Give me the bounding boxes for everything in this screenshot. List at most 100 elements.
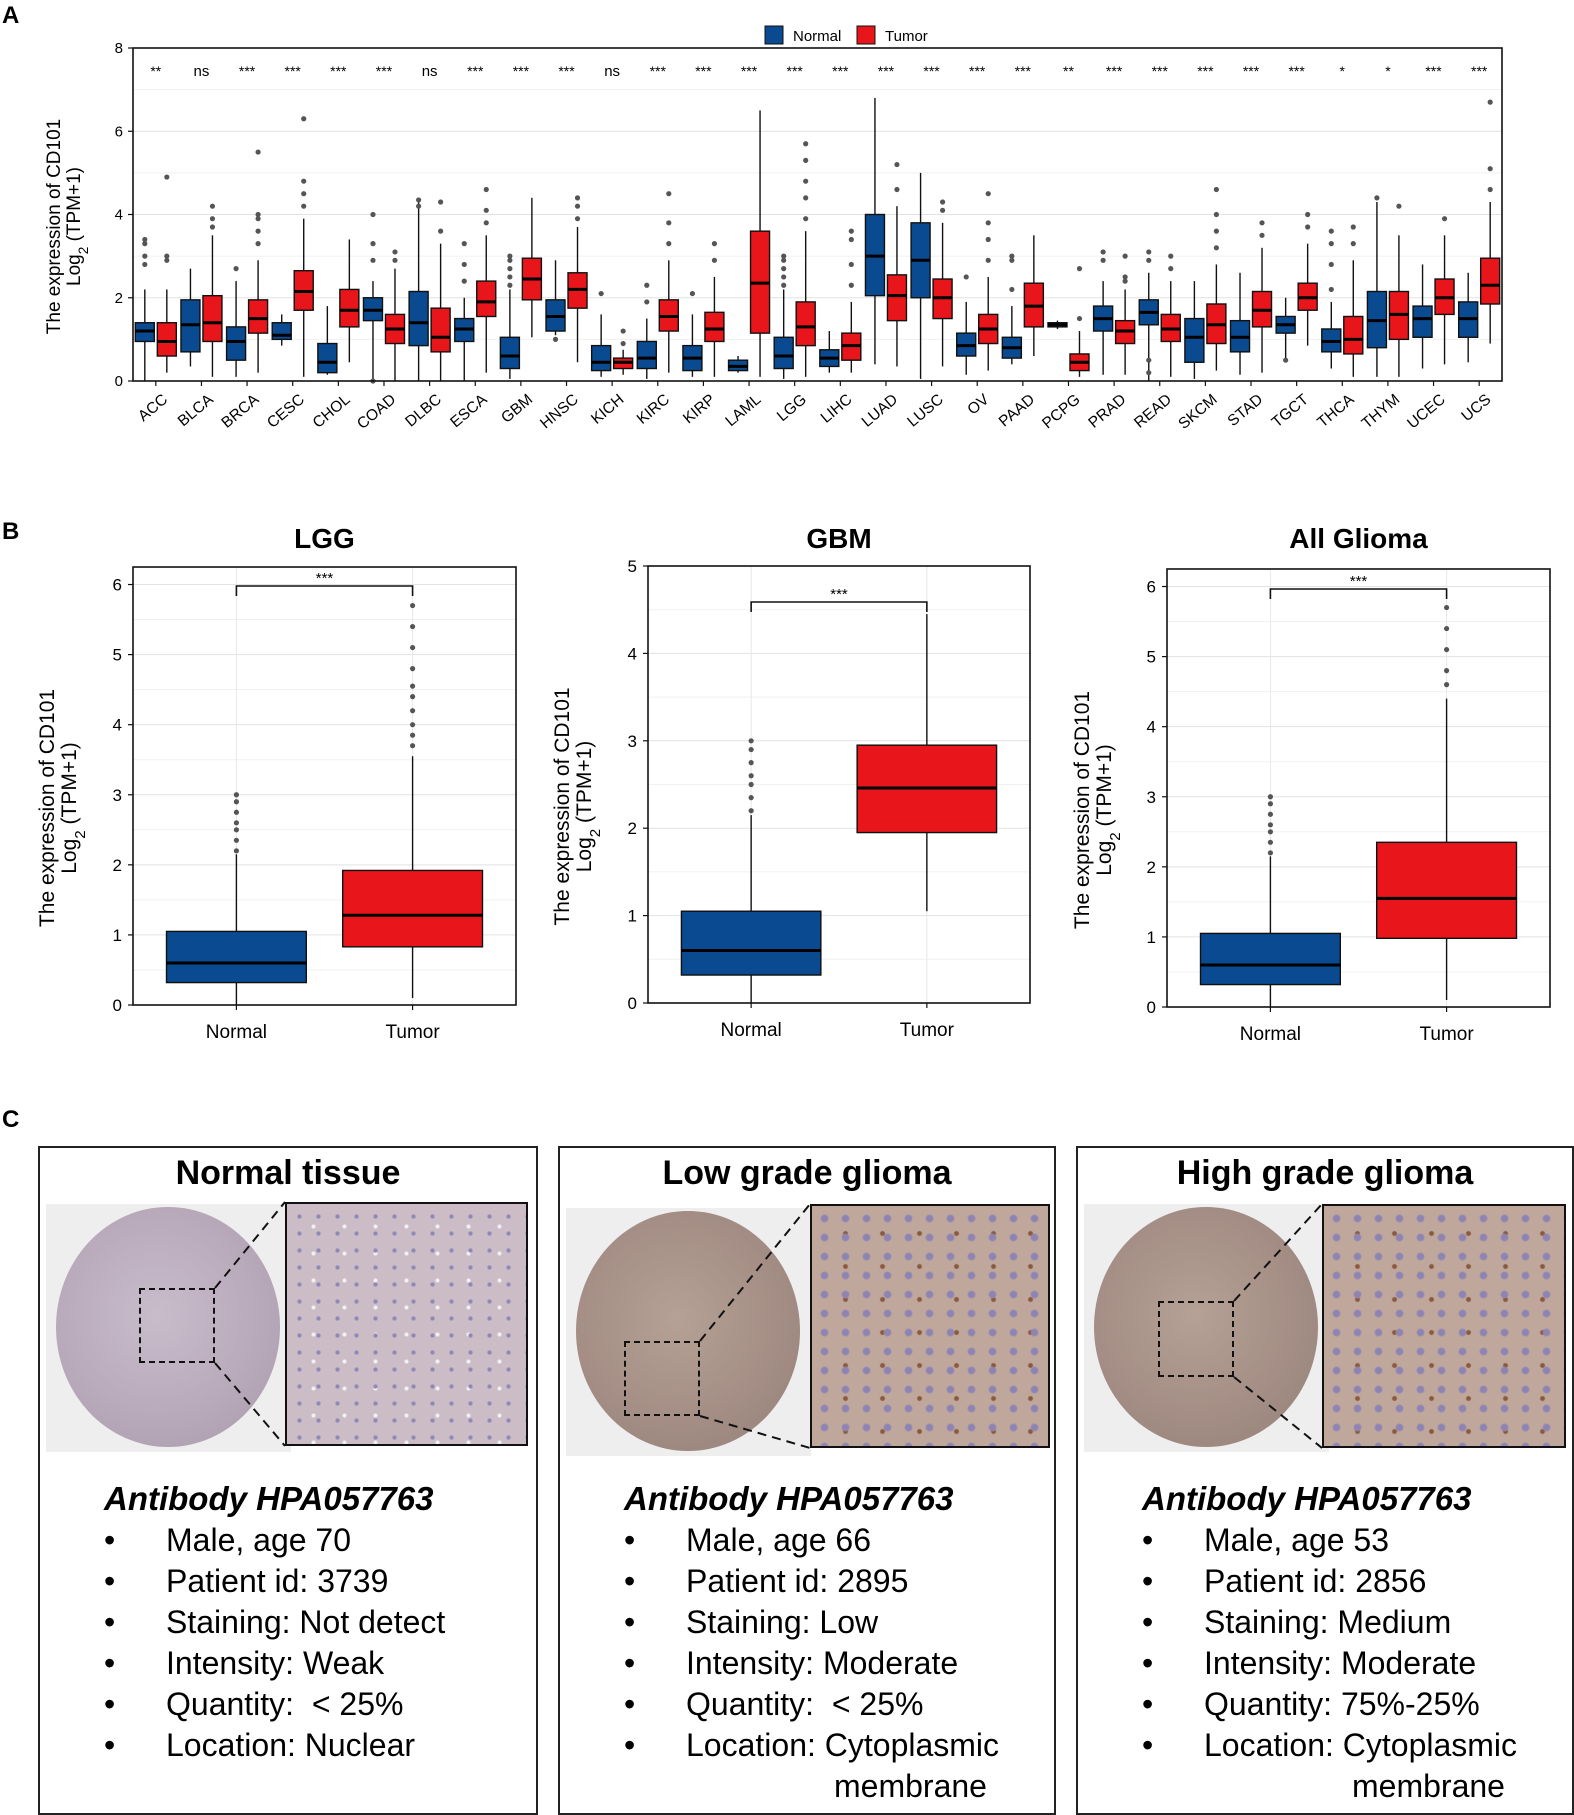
outlier-point — [507, 274, 513, 280]
box-normal-tgct — [1275, 297, 1296, 363]
box-tumor — [341, 602, 484, 998]
significance-label: *** — [316, 570, 334, 587]
location-text: Location: Cytoplasmic — [686, 1727, 1000, 1763]
box-normal — [680, 738, 822, 1003]
outlier-point — [461, 278, 467, 284]
box-tumor-stad — [1251, 220, 1273, 373]
y-tick-label: 5 — [628, 557, 637, 576]
detail-intensity: Intensity: Moderate — [1078, 1643, 1572, 1684]
y-tick-label: 2 — [115, 290, 123, 307]
outlier-point — [1259, 232, 1265, 238]
significance-label: ** — [150, 63, 161, 79]
box-tumor-kich — [612, 328, 634, 375]
y-label-subscript: 2 — [72, 830, 89, 838]
outlier-point — [1441, 216, 1448, 222]
outlier-point — [803, 195, 809, 201]
outlier-point — [1146, 249, 1152, 255]
box-tumor-lgg — [795, 141, 816, 377]
outlier-point — [1487, 99, 1493, 105]
x-tick-label: GBM — [498, 391, 536, 427]
outlier-point — [848, 261, 854, 268]
x-tick-label: KIRP — [680, 391, 719, 427]
ihc-card-normal: Normal tissue Antibody HPA057763 Male, a… — [38, 1146, 538, 1815]
detail-sex-age: Male, age 70 — [40, 1520, 536, 1561]
outlier-point — [803, 157, 809, 163]
y-label-tpm: (TPM+1) — [58, 742, 81, 830]
outlier-point — [1443, 682, 1450, 688]
outlier-point — [370, 241, 376, 247]
y-label-subscript: 2 — [1107, 832, 1124, 840]
legend: Normal Tumor — [764, 25, 928, 45]
y-axis-label-line2: Log2 (TPM+1) — [573, 741, 604, 873]
y-tick-label: 4 — [628, 644, 637, 663]
detail-sex-age: Male, age 66 — [560, 1520, 1054, 1561]
outlier-point — [574, 203, 581, 209]
x-tick-label: LAML — [722, 391, 764, 430]
outlier-point — [1100, 249, 1106, 255]
detail-staining: Staining: Medium — [1078, 1602, 1572, 1643]
significance-label: * — [1385, 63, 1391, 79]
box-normal-brca — [225, 266, 247, 377]
box-iqr — [156, 322, 178, 357]
box-iqr — [680, 910, 822, 976]
outlier-point — [1374, 195, 1380, 201]
y-tick-label: 2 — [628, 819, 637, 838]
box-normal-laml — [727, 356, 749, 373]
antibody-label: Antibody HPA057763 — [624, 1480, 954, 1517]
box-normal-hnsc — [545, 260, 566, 342]
ihc-title: Normal tissue — [175, 1154, 401, 1192]
box-tumor-kirc — [658, 191, 679, 373]
outlier-point — [963, 274, 969, 280]
location-text: Location: Cytoplasmic — [1204, 1727, 1518, 1763]
detail-quantity: Quantity: < 25% — [40, 1684, 536, 1725]
outlier-point — [233, 799, 240, 805]
outlier-point — [803, 178, 809, 184]
x-tick-label: KICH — [588, 391, 627, 428]
y-label-log: Log — [573, 837, 596, 872]
box-iqr — [247, 299, 269, 334]
outlier-point — [233, 837, 240, 843]
box-tumor-dlbc — [430, 199, 451, 381]
significance-label: *** — [832, 63, 849, 79]
outlier-point — [620, 328, 626, 334]
outlier-point — [666, 241, 672, 247]
x-tick-label: KIRC — [634, 391, 673, 428]
outlier-point — [483, 220, 489, 226]
x-tick-label: READ — [1131, 391, 1175, 432]
detail-quantity: Quantity: < 25% — [560, 1684, 1054, 1725]
box-iqr — [1412, 305, 1433, 338]
box-iqr — [341, 869, 484, 948]
zoomed-tissue-image — [1322, 1204, 1566, 1448]
significance-label: ns — [194, 63, 210, 80]
lgg-boxplot: 0 1 2 3 4 5 6 Normal Tumor *** LGG The expression o… — [36, 523, 517, 1043]
outlier-point — [781, 274, 787, 280]
outlier-point — [1267, 794, 1274, 800]
significance-label: *** — [1425, 63, 1442, 79]
outlier-point — [1305, 211, 1311, 218]
outlier-point — [301, 203, 307, 209]
legend-label-normal: Normal — [793, 28, 841, 45]
box-tumor-lusc — [932, 199, 953, 367]
outlier-point — [409, 708, 416, 714]
detail-quantity: Quantity: 75%-25% — [1078, 1684, 1572, 1725]
patient-details-list: Male, age 53 Patient id: 2856 Staining: … — [1078, 1520, 1572, 1807]
y-tick-label: 4 — [113, 716, 122, 735]
significance-label: *** — [1243, 63, 1260, 79]
legend-label-tumor: Tumor — [885, 28, 928, 45]
box-normal-paad — [1001, 253, 1023, 365]
outlier-point — [507, 282, 513, 288]
antibody-label: Antibody HPA057763 — [104, 1480, 434, 1517]
outlier-point — [748, 808, 754, 814]
outlier-point — [142, 261, 148, 268]
box-iqr — [271, 322, 292, 341]
box-normal-ucec — [1412, 264, 1433, 369]
outlier-point — [781, 257, 787, 263]
x-tick-label: STAD — [1225, 391, 1267, 430]
box-iqr — [886, 274, 908, 322]
outlier-point — [748, 795, 754, 801]
panel-label-a: A — [2, 2, 20, 29]
plot-frame — [647, 565, 1031, 1004]
outlier-point — [1267, 801, 1274, 807]
significance-label: ns — [604, 63, 620, 80]
x-tick-label: PCPG — [1039, 391, 1084, 432]
